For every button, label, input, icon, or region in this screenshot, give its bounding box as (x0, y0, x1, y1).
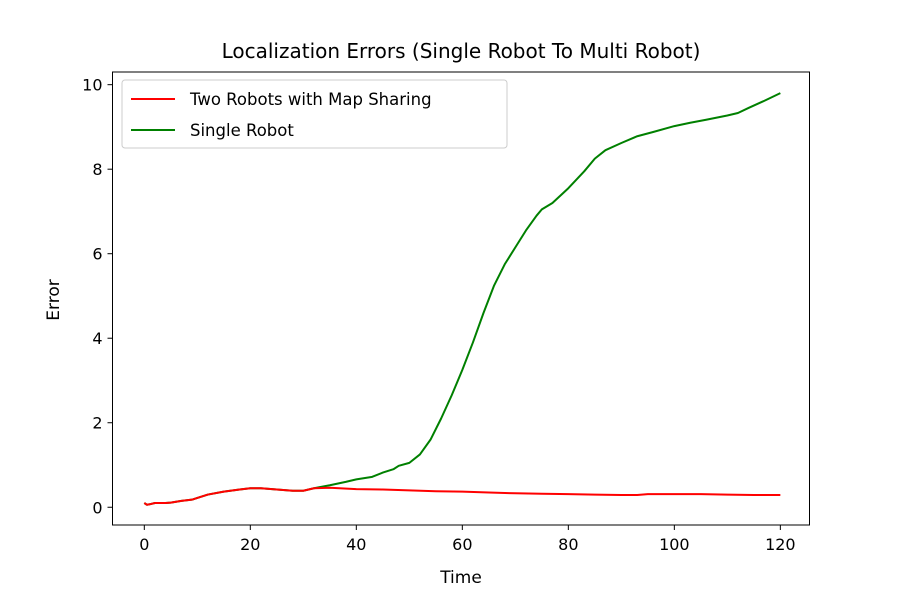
legend-label-single-robot: Single Robot (190, 121, 294, 140)
x-tick-label: 80 (558, 535, 578, 554)
y-tick-label: 0 (92, 498, 102, 517)
y-tick-label: 2 (92, 414, 102, 433)
series-line-two-robots (143, 486, 781, 506)
y-axis-label: Error (44, 279, 64, 320)
x-tick-label: 120 (765, 535, 796, 554)
y-tick-label: 10 (82, 76, 102, 95)
y-tick-label: 6 (92, 245, 102, 264)
plot-frame (112, 71, 810, 526)
legend-label-two-robots: Two Robots with Map Sharing (189, 90, 432, 109)
x-tick-label: 100 (659, 535, 690, 554)
x-tick-label: 60 (452, 535, 472, 554)
legend-box (121, 79, 508, 149)
ticks-layer: 0 20 40 60 80 100 120 0 2 4 6 8 10 (82, 76, 795, 554)
y-tick-label: 8 (92, 160, 102, 179)
y-tick-label: 4 (92, 329, 102, 348)
x-tick-label: 0 (139, 535, 149, 554)
chart-title: Localization Errors (Single Robot To Mul… (222, 39, 701, 63)
x-tick-label: 20 (240, 535, 260, 554)
series-layer (143, 92, 781, 506)
x-axis-label: Time (439, 568, 482, 588)
x-tick-label: 40 (346, 535, 366, 554)
legend: Two Robots with Map Sharing Single Robot (121, 79, 508, 149)
